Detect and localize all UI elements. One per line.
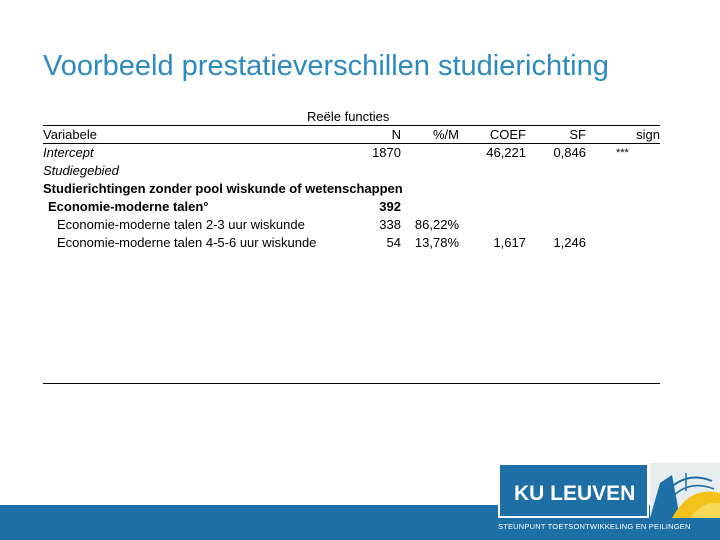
row-pct: 13,78%	[414, 235, 459, 250]
row-label: Intercept	[43, 145, 94, 160]
logo-tagline: STEUNPUNT TOETSONTWIKKELING EN PEILINGEN	[498, 522, 691, 531]
col-variable: Variabele	[43, 127, 97, 142]
col-pct: %/M	[433, 127, 459, 142]
row-sf: 1,246	[553, 235, 586, 250]
column-header-row: Variabele N %/M COEF SF sign	[43, 126, 660, 144]
table-row: Studiegebied	[43, 162, 660, 180]
group-header-row: Reële functies	[43, 108, 660, 126]
table-row: Intercept 1870 46,221 0,846 ***	[43, 144, 660, 162]
col-sf: SF	[569, 127, 586, 142]
slide-title: Voorbeeld prestatieverschillen studieric…	[43, 50, 609, 82]
row-n: 1870	[372, 145, 401, 160]
group-header: Reële functies	[307, 109, 390, 124]
row-label: Economie-moderne talen 4-5-6 uur wiskund…	[57, 235, 317, 250]
header-bottom-rule	[43, 143, 660, 144]
table-row: Economie-moderne talen° 392	[43, 198, 660, 216]
table-row: Studierichtingen zonder pool wiskunde of…	[43, 180, 660, 198]
results-table: Reële functies Variabele N %/M COEF SF s…	[43, 108, 660, 252]
col-n: N	[391, 127, 401, 142]
row-n: 338	[379, 217, 401, 232]
table-bottom-rule	[43, 383, 660, 384]
row-n: 54	[386, 235, 401, 250]
col-coef: COEF	[489, 127, 526, 142]
seal-icon	[650, 463, 720, 518]
ku-leuven-logo: KU LEUVEN	[498, 463, 649, 518]
row-label: Economie-moderne talen°	[48, 199, 209, 214]
table-row: Economie-moderne talen 4-5-6 uur wiskund…	[43, 234, 660, 252]
table-row: Economie-moderne talen 2-3 uur wiskunde …	[43, 216, 660, 234]
row-label: Studiegebied	[43, 163, 119, 178]
row-sign: ***	[616, 147, 629, 159]
seal-graphic	[650, 473, 720, 518]
header-top-rule	[43, 125, 660, 126]
row-label: Studierichtingen zonder pool wiskunde of…	[43, 181, 403, 196]
row-sf: 0,846	[553, 145, 586, 160]
row-coef: 1,617	[493, 235, 526, 250]
row-label: Economie-moderne talen 2-3 uur wiskunde	[57, 217, 305, 232]
row-n: 392	[379, 199, 401, 214]
row-coef: 46,221	[486, 145, 526, 160]
logo-wordmark: KU LEUVEN	[514, 482, 636, 505]
col-sign: sign	[636, 127, 660, 142]
row-pct: 86,22%	[414, 217, 459, 232]
